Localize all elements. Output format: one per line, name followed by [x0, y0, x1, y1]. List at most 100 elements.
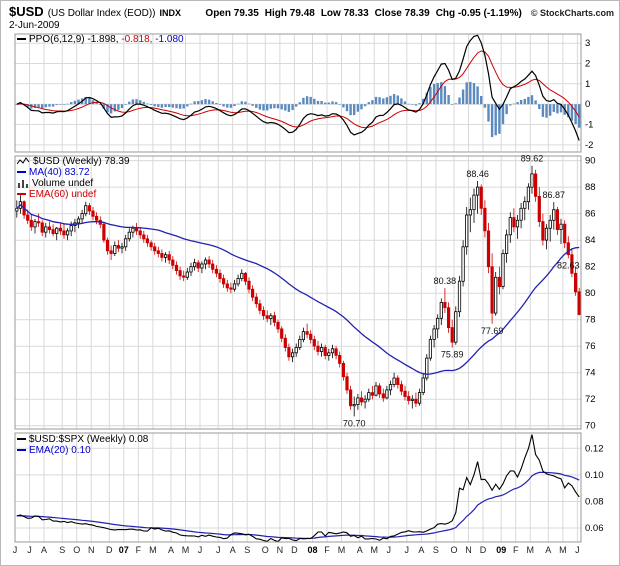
- volume-bar: [26, 183, 28, 188]
- candle-body: [319, 347, 324, 352]
- candle-body: [37, 221, 41, 224]
- exchange-label: INDX: [159, 8, 182, 18]
- ppo-histogram-bar: [530, 95, 534, 105]
- candle-body: [537, 195, 541, 222]
- y-tick-label: -2: [585, 140, 593, 151]
- quote-open: Open 79.35: [205, 8, 258, 19]
- price-zigzag-icon: [16, 156, 30, 165]
- candle-body: [446, 307, 451, 329]
- candle-body: [439, 301, 443, 319]
- ppo-histogram-bar: [218, 104, 222, 105]
- candle-body: [258, 303, 262, 311]
- y-tick-label: 74: [585, 368, 596, 379]
- candle-body: [530, 173, 534, 188]
- price-annotation: 88.46: [466, 169, 489, 179]
- ppo-histogram-bar: [189, 103, 193, 105]
- month-label: S: [244, 545, 250, 555]
- candle-body: [450, 327, 454, 343]
- candle-body: [178, 270, 182, 277]
- zigzag-shape: [16, 156, 30, 165]
- ppo-histogram-bar: [458, 97, 461, 105]
- ema20-value: 0.10: [71, 445, 91, 456]
- candle-body: [91, 210, 95, 217]
- y-tick-label: 82: [585, 262, 596, 273]
- y-tick-label: 0: [585, 99, 590, 110]
- candle-body: [566, 242, 570, 256]
- ppo-histogram-bar: [440, 82, 443, 105]
- candle-body: [512, 217, 516, 228]
- ppo-histogram-bar: [411, 104, 414, 105]
- ppo-histogram-bar: [349, 104, 352, 116]
- month-label: D: [291, 545, 298, 555]
- candle-body: [515, 219, 520, 228]
- month-label: 08: [307, 545, 317, 555]
- ppo-histogram-bar: [215, 103, 218, 105]
- candle-body: [327, 352, 331, 356]
- candle-body: [428, 339, 433, 359]
- ppo-histogram-bar: [425, 92, 428, 105]
- ppo-histogram-bar: [197, 101, 200, 105]
- ppo-histogram-bar: [131, 99, 135, 105]
- ppo-histogram-bar: [523, 98, 526, 105]
- candle-body: [316, 345, 320, 352]
- month-label: O: [450, 545, 457, 555]
- month-label: N: [277, 545, 284, 555]
- ppo-histogram-bar: [128, 101, 131, 105]
- ppo-histogram-bar: [382, 98, 385, 105]
- y-tick-label: 72: [585, 394, 596, 405]
- month-label: M: [149, 545, 157, 555]
- candle-body: [95, 215, 99, 221]
- month-label: D: [480, 545, 487, 555]
- ppo-histogram-bar: [200, 100, 204, 105]
- candle-body: [359, 397, 364, 403]
- ppo-histogram-bar: [77, 99, 80, 105]
- candle-body: [417, 392, 422, 404]
- ppo-histogram-bar: [389, 95, 392, 105]
- candle-body: [153, 246, 157, 252]
- price-symbol-label: $USD (Weekly): [33, 156, 102, 167]
- ppo-histogram-bar: [443, 86, 447, 105]
- ppo-histogram-bar: [44, 104, 47, 108]
- y-tick-label: 0.08: [585, 497, 604, 508]
- candle-body: [399, 384, 404, 392]
- candle-body: [501, 252, 505, 287]
- candle-body: [250, 288, 255, 298]
- ppo-histogram-bar: [106, 104, 109, 113]
- quote-low-label: Low: [320, 8, 341, 19]
- month-label: M: [526, 545, 534, 555]
- ppo-histogram-bar: [117, 104, 120, 110]
- ppo-histogram-bar: [37, 104, 40, 108]
- ppo-histogram-bar: [102, 104, 106, 109]
- candle-body: [149, 242, 153, 248]
- ppo-histogram-bar: [541, 104, 545, 117]
- candle-body: [356, 397, 360, 405]
- month-label: F: [136, 545, 142, 555]
- ratio-line-icon: [17, 438, 26, 441]
- candle-body: [519, 207, 523, 221]
- ppo-histogram-bar: [41, 104, 44, 109]
- candle-body: [363, 398, 367, 403]
- candle-body: [526, 186, 531, 203]
- ppo-histogram-bar: [556, 104, 559, 114]
- candle-body: [47, 226, 52, 230]
- candle-body: [570, 254, 574, 274]
- price-annotation: 77.69: [481, 326, 504, 336]
- quote-change-label: Chg: [435, 8, 456, 19]
- ppo-histogram-bar: [559, 104, 563, 113]
- price-annotation: 82.63: [557, 260, 580, 270]
- ppo-histogram-bar: [62, 104, 66, 105]
- ppo-histogram-bar: [226, 104, 229, 108]
- candle-body: [196, 262, 200, 269]
- ppo-histogram-bar: [378, 97, 381, 105]
- candle-body: [69, 225, 73, 232]
- candle-body: [15, 207, 19, 212]
- candle-body: [465, 214, 469, 248]
- ppo-histogram-bar: [84, 96, 87, 105]
- ppo-histogram-bar: [374, 96, 378, 105]
- ppo-histogram-bar: [436, 83, 439, 105]
- ratio-value: 0.08: [128, 434, 149, 445]
- quote-close-label: Close: [374, 8, 402, 19]
- month-label: J: [13, 545, 18, 555]
- candle-body: [200, 263, 204, 269]
- ppo-histogram-bar: [534, 100, 537, 105]
